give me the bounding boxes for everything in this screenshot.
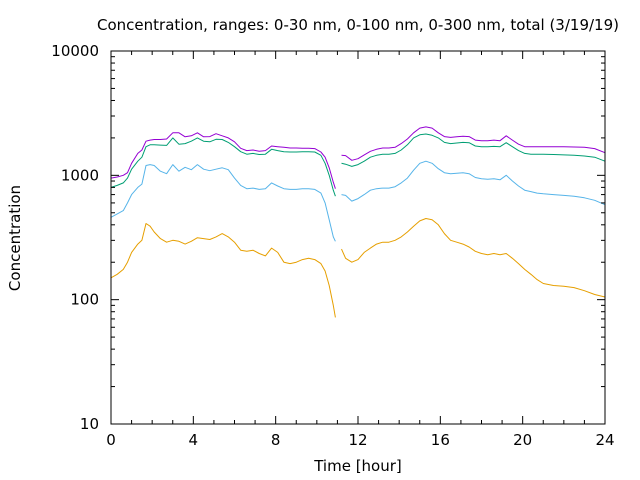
plot-frame — [110, 50, 606, 425]
y-tick-label: 10 — [80, 415, 99, 433]
y-axis: 10 100 1000 10000 — [51, 42, 605, 433]
y-tick-label: 100 — [70, 291, 99, 309]
x-tick-label: 12 — [348, 431, 367, 449]
series-3-line-segment-0 — [110, 132, 336, 189]
x-tick-label: 16 — [431, 431, 450, 449]
x-tick-label: 20 — [513, 431, 532, 449]
series-2-line-segment-0 — [110, 137, 336, 197]
x-tick-label: 24 — [595, 431, 614, 449]
series-layer — [110, 126, 606, 318]
x-tick-label: 4 — [189, 431, 199, 449]
x-tick-label: 8 — [271, 431, 281, 449]
x-axis-title: Time [hour] — [313, 457, 402, 475]
x-tick-label: 0 — [106, 431, 116, 449]
series-0-line-segment-0 — [110, 223, 336, 318]
series-1-line-segment-1 — [341, 160, 606, 206]
series-3-line-segment-1 — [341, 126, 606, 161]
series-2-line-segment-1 — [341, 133, 606, 167]
series-1-line-segment-0 — [110, 164, 336, 242]
y-axis-title: Concentration — [6, 185, 24, 291]
y-tick-label: 10000 — [51, 42, 99, 60]
y-tick-label: 1000 — [61, 166, 99, 184]
series-0-line-segment-1 — [341, 218, 606, 298]
chart-title: Concentration, ranges: 0-30 nm, 0-100 nm… — [97, 16, 619, 34]
x-axis: 0 4 8 12 16 20 24 — [106, 51, 615, 449]
